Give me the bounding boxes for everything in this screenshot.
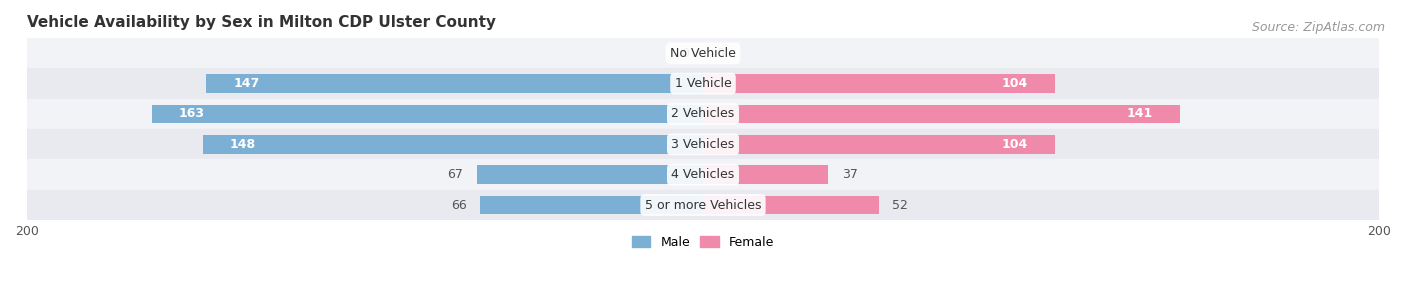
Text: 37: 37	[842, 168, 858, 181]
Text: 3 Vehicles: 3 Vehicles	[672, 138, 734, 151]
Text: Vehicle Availability by Sex in Milton CDP Ulster County: Vehicle Availability by Sex in Milton CD…	[27, 15, 496, 30]
Text: 163: 163	[179, 107, 205, 120]
Bar	[27, 190, 1379, 220]
Text: 104: 104	[1001, 77, 1028, 90]
Text: 147: 147	[233, 77, 259, 90]
Bar	[207, 74, 703, 93]
Legend: Male, Female: Male, Female	[627, 231, 779, 254]
Text: 104: 104	[1001, 138, 1028, 151]
Text: 0: 0	[717, 47, 724, 60]
Text: 0: 0	[682, 47, 689, 60]
Bar	[27, 129, 1379, 160]
Text: 1 Vehicle: 1 Vehicle	[675, 77, 731, 90]
Text: 67: 67	[447, 168, 463, 181]
Bar	[703, 196, 879, 214]
Bar	[703, 135, 1054, 154]
Text: Source: ZipAtlas.com: Source: ZipAtlas.com	[1251, 21, 1385, 34]
Bar	[202, 135, 703, 154]
Text: 148: 148	[229, 138, 256, 151]
Bar	[27, 160, 1379, 190]
Text: 2 Vehicles: 2 Vehicles	[672, 107, 734, 120]
Bar	[152, 105, 703, 124]
Text: 66: 66	[451, 199, 467, 211]
Text: 4 Vehicles: 4 Vehicles	[672, 168, 734, 181]
Text: 5 or more Vehicles: 5 or more Vehicles	[645, 199, 761, 211]
Text: 141: 141	[1126, 107, 1153, 120]
Bar	[479, 196, 703, 214]
Bar	[27, 38, 1379, 68]
Bar	[27, 99, 1379, 129]
Bar	[27, 68, 1379, 99]
Bar	[703, 74, 1054, 93]
Bar	[477, 165, 703, 184]
Text: No Vehicle: No Vehicle	[671, 47, 735, 60]
Text: 52: 52	[893, 199, 908, 211]
Bar	[703, 165, 828, 184]
Bar	[703, 105, 1180, 124]
